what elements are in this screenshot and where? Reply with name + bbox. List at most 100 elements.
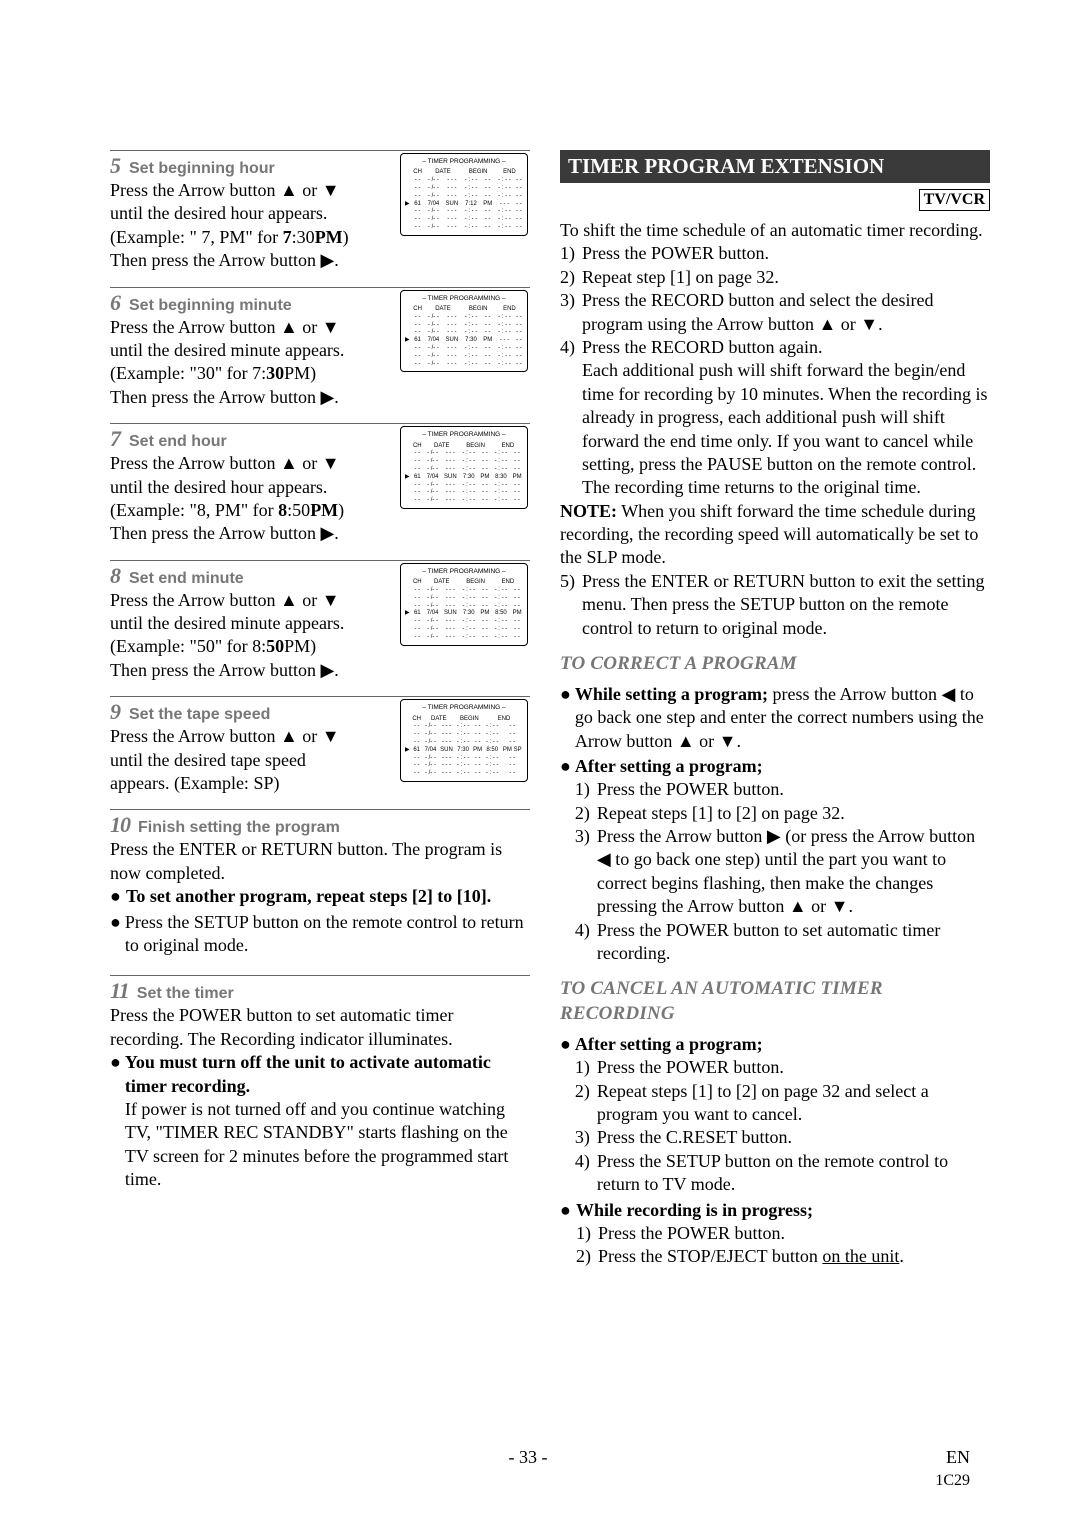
step-line: until the desired tape speed (110, 749, 350, 772)
step-line: (Example: " 7, PM" for 7:30PM) (110, 226, 350, 249)
step-7: 7 Set end hour Press the Arrow button ▲ … (110, 423, 530, 546)
numbered-item: 3)Press the C.RESET button. (575, 1126, 990, 1149)
step-number: 7 (110, 426, 121, 452)
item-number: 1) (575, 778, 597, 801)
intro-text: To shift the time schedule of an automat… (560, 219, 990, 242)
step-5: 5 Set beginning hour Press the Arrow but… (110, 150, 530, 273)
step-line: Press the Arrow button ▲ or ▼ (110, 452, 350, 475)
bullet-item: ● After setting a program; 1)Press the P… (560, 755, 990, 966)
step-6: 6 Set beginning minute Press the Arrow b… (110, 287, 530, 410)
item-text: Press the ENTER or RETURN button to exit… (582, 570, 990, 640)
numbered-item: 3)Press the Arrow button ▶ (or press the… (575, 825, 990, 919)
numbered-item: 4)Press the POWER button to set automati… (575, 919, 990, 966)
bullet-text: Press the SETUP button on the remote con… (125, 911, 530, 958)
step-title: Set end minute (129, 570, 244, 588)
step-line: until the desired minute appears. (110, 612, 350, 635)
timer-programming-screen: – TIMER PROGRAMMING – CHDATEBEGINEND - -… (400, 426, 528, 509)
bullet-icon: ● (560, 1033, 571, 1197)
step-11: 11 Set the timer Press the POWER button … (110, 975, 530, 1191)
bullet-icon: ● (560, 1199, 572, 1269)
step-line: Then press the Arrow button ▶. (110, 249, 350, 272)
after-label: After setting a program; (575, 755, 990, 778)
item-number: 4) (575, 919, 597, 966)
bullet-icon: ● (560, 683, 571, 753)
step-title: Set beginning hour (129, 160, 275, 178)
step-line: Then press the Arrow button ▶. (110, 386, 350, 409)
step-line: Press the Arrow button ▲ or ▼ (110, 725, 350, 748)
item-number: 3) (575, 1126, 597, 1149)
left-column: 5 Set beginning hour Press the Arrow but… (110, 150, 530, 1271)
bullet-icon: ● (110, 911, 121, 958)
after-label: After setting a program; (575, 1033, 990, 1056)
subheading-cancel: TO CANCEL AN AUTOMATIC TIMER RECORDING (560, 977, 990, 1026)
numbered-item: 5) Press the ENTER or RETURN button to e… (560, 570, 990, 640)
step-line: until the desired minute appears. (110, 339, 350, 362)
step-title: Finish setting the program (138, 819, 340, 837)
numbered-item: 2)Repeat steps [1] to [2] on page 32. (575, 802, 990, 825)
item-number: 1) (576, 1222, 598, 1245)
step-line: until the desired hour appears. (110, 476, 350, 499)
while-label: While setting a program; (575, 684, 768, 704)
item-number: 2) (575, 1080, 597, 1127)
step-title: Set end hour (129, 433, 227, 451)
bullet-body: If power is not turned off and you conti… (125, 1098, 530, 1192)
step-number: 9 (110, 699, 121, 725)
timer-programming-screen: – TIMER PROGRAMMING – CHDATEBEGINEND - -… (400, 699, 528, 782)
item-text: Press the POWER button. (597, 1056, 990, 1079)
item-text: Press the Arrow button ▶ (or press the A… (597, 825, 990, 919)
timer-programming-screen: – TIMER PROGRAMMING – CHDATEBEGINEND - -… (400, 290, 528, 373)
item-text: Press the POWER button. (597, 778, 990, 801)
item-number: 2) (576, 1245, 598, 1268)
item-number: 1) (575, 1056, 597, 1079)
step-body-text: Press the POWER button to set automatic … (110, 1004, 530, 1051)
right-column: TIMER PROGRAM EXTENSION TV/VCR To shift … (560, 150, 990, 1271)
item4-extra: Each additional push will shift forward … (582, 359, 990, 499)
item-number: 4) (560, 336, 582, 359)
item-number: 3) (560, 289, 582, 336)
step-10: 10 Finish setting the program Press the … (110, 809, 530, 957)
bullet-item: ●To set another program, repeat steps [2… (110, 885, 530, 908)
step-8: 8 Set end minute Press the Arrow button … (110, 560, 530, 683)
while-label: While recording is in progress; (576, 1199, 904, 1222)
step-number: 6 (110, 290, 121, 316)
note-line: NOTE: When you shift forward the time sc… (560, 500, 990, 570)
item-text: Press the POWER button. (598, 1222, 904, 1245)
item-text: Press the POWER button. (582, 242, 990, 265)
item-text: Press the STOP/EJECT button on the unit. (598, 1245, 904, 1268)
step-line: (Example: "50" for 8:50PM) (110, 635, 350, 658)
bullet-icon: ● (110, 885, 122, 908)
step-number: 5 (110, 153, 121, 179)
bullet-item: ● After setting a program; 1)Press the P… (560, 1033, 990, 1197)
numbered-item: 1)Press the POWER button. (575, 778, 990, 801)
page-number: - 33 - (509, 1447, 548, 1468)
timer-programming-screen: – TIMER PROGRAMMING – CHDATEBEGINEND - -… (400, 153, 528, 236)
step-line: appears. (Example: SP) (110, 772, 350, 795)
bullet-item: ●Press the SETUP button on the remote co… (110, 911, 530, 958)
numbered-item: 1)Press the POWER button. (575, 1056, 990, 1079)
item-text: Press the POWER button to set automatic … (597, 919, 990, 966)
page-footer: - 33 - EN 1C29 (110, 1447, 970, 1468)
step-body-text: Press the ENTER or RETURN button. The pr… (110, 838, 530, 885)
item-number: 2) (560, 266, 582, 289)
step-title: Set the timer (137, 985, 234, 1003)
numbered-item: 2)Repeat steps [1] to [2] on page 32 and… (575, 1080, 990, 1127)
bullet-icon: ● (560, 755, 571, 966)
item-number: 3) (575, 825, 597, 919)
item-text: Press the RECORD button again. (582, 336, 990, 359)
bullet-text: To set another program, repeat steps [2]… (126, 885, 491, 908)
bullet-text: You must turn off the unit to activate a… (125, 1052, 491, 1095)
bullet-icon: ● (110, 1051, 121, 1191)
step-title: Set beginning minute (129, 297, 292, 315)
step-number: 11 (110, 978, 129, 1004)
step-line: (Example: "30" for 7:30PM) (110, 362, 350, 385)
item-number: 2) (575, 802, 597, 825)
step-line: (Example: "8, PM" for 8:50PM) (110, 499, 350, 522)
step-line: Then press the Arrow button ▶. (110, 522, 350, 545)
numbered-item: 3)Press the RECORD button and select the… (560, 289, 990, 336)
item-text: Repeat steps [1] to [2] on page 32 and s… (597, 1080, 990, 1127)
step-number: 8 (110, 563, 121, 589)
subheading-correct: TO CORRECT A PROGRAM (560, 652, 990, 677)
item-text: Press the SETUP button on the remote con… (597, 1150, 990, 1197)
item-number: 4) (575, 1150, 597, 1197)
numbered-item: 4)Press the SETUP button on the remote c… (575, 1150, 990, 1197)
